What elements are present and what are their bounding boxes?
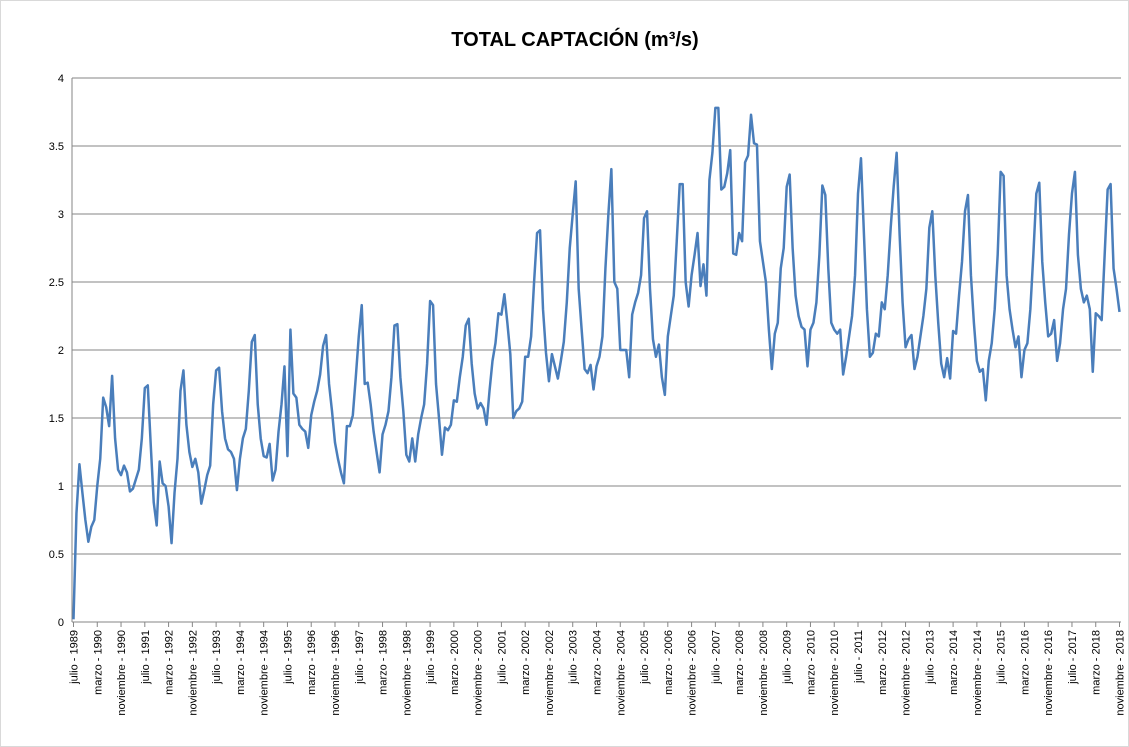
x-tick-label: noviembre - 2012 [901,630,913,716]
x-tick-label: marzo - 2012 [877,630,889,695]
x-tick-label: julio - 1999 [425,630,437,685]
x-tick-label: noviembre - 1998 [401,630,413,716]
y-tick-label: 1 [58,481,64,493]
y-tick-label: 2 [58,345,64,357]
chart-title: TOTAL CAPTACIÓN (m³/s) [451,27,698,51]
x-tick-label: julio - 2013 [924,630,936,685]
x-tick-label: julio - 1997 [354,630,366,685]
x-tick-label: julio - 2001 [496,630,508,685]
x-tick-label: noviembre - 1996 [330,630,342,716]
x-tick-label: julio - 2003 [568,630,580,685]
x-tick-label: julio - 1993 [211,630,223,685]
y-tick-label: 1.5 [49,413,64,425]
x-tick-label: julio - 2009 [782,630,794,685]
x-tick-label: julio - 2015 [996,630,1008,685]
x-tick-label: julio - 2007 [710,630,722,685]
x-tick-label: marzo - 2002 [520,630,532,695]
x-tick-label: marzo - 2010 [805,630,817,695]
x-tick-label: marzo - 2004 [592,630,604,695]
x-tick-label: noviembre - 2018 [1115,630,1127,716]
x-tick-label: marzo - 2006 [663,630,675,695]
x-tick-label: marzo - 2014 [948,630,960,695]
x-tick-label: noviembre - 2000 [473,630,485,716]
x-tick-label: julio - 2005 [639,630,651,685]
x-tick-label: marzo - 1998 [378,630,390,695]
x-tick-label: marzo - 1990 [92,630,104,695]
x-tick-label: noviembre - 2016 [1043,630,1055,716]
x-tick-label: julio - 1989 [68,630,80,685]
x-tick-label: marzo - 1994 [235,630,247,695]
x-tick-label: noviembre - 1990 [116,630,128,716]
y-tick-label: 0.5 [49,549,64,561]
x-tick-label: marzo - 2018 [1091,630,1103,695]
x-tick-label: noviembre - 2010 [829,630,841,716]
x-tick-label: noviembre - 2014 [972,630,984,716]
x-tick-label: marzo - 2000 [449,630,461,695]
x-tick-label: noviembre - 1992 [187,630,199,716]
y-tick-label: 3 [58,209,64,221]
data-line [72,106,1121,620]
x-tick-label: julio - 2017 [1067,630,1079,685]
y-tick-label: 0 [58,617,64,629]
y-tick-label: 4 [58,73,64,85]
x-tick-label: julio - 1991 [140,630,152,685]
y-tick-label: 3.5 [49,141,64,153]
x-tick-label: noviembre - 2008 [758,630,770,716]
x-tick-label: marzo - 2016 [1019,630,1031,695]
x-tick-label: julio - 1995 [282,630,294,685]
x-tick-label: noviembre - 1994 [259,630,271,716]
x-tick-label: noviembre - 2004 [615,630,627,716]
x-tick-label: julio - 2011 [853,630,865,684]
x-tick-label: marzo - 2008 [734,630,746,695]
x-tick-label: marzo - 1992 [164,630,176,695]
x-tick-label: marzo - 1996 [306,630,318,695]
x-tick-label: noviembre - 2002 [544,630,556,716]
x-tick-label: noviembre - 2006 [687,630,699,716]
y-tick-label: 2.5 [49,277,64,289]
